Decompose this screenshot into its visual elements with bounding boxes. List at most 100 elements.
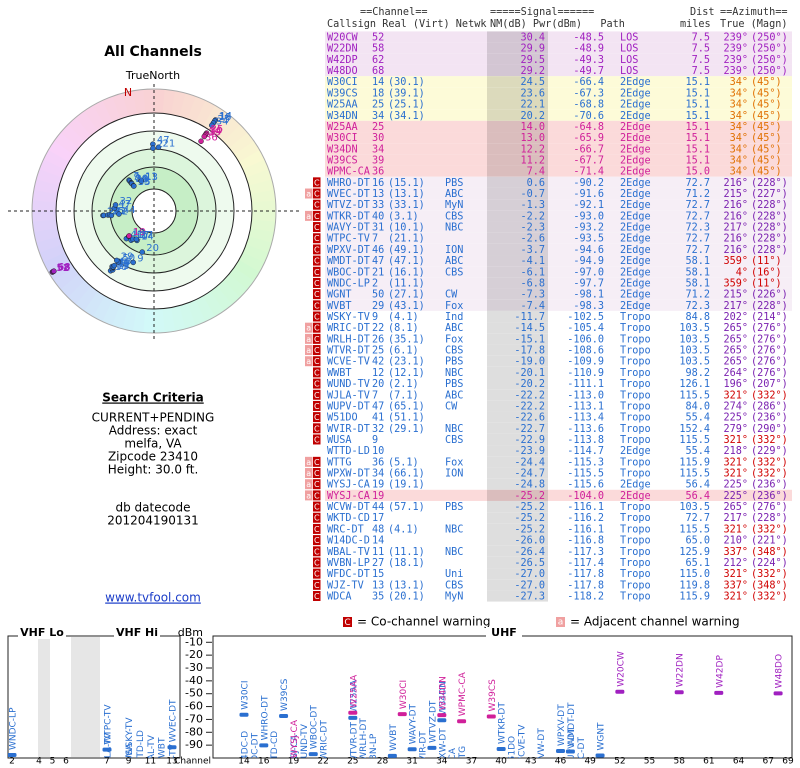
nm-cell-bg [487,299,548,311]
north-label: TrueNorth [125,69,180,82]
cell-callsign: WVBT [327,301,352,312]
cell-pwr: -102.5 [567,312,604,323]
cell-path: 2Edge [620,301,651,312]
cell-pwr: -67.3 [573,88,604,99]
cell-callsign: WGNT [327,290,352,301]
cell-callsign: WUPV-DT [327,401,370,412]
station-label: WUND-TV [300,723,310,767]
station-label: WBOC-DT [310,705,320,749]
row-bg [325,534,792,546]
station-label: WRC-DT [577,737,587,768]
station-label: W25AA [349,674,359,708]
cell-magn: (45°) [751,155,782,166]
cell-nm: -22.7 [514,424,545,435]
warning-box [313,266,321,277]
cell-nm: -27.0 [514,569,545,580]
nm-cell-bg [487,579,548,591]
cell-nm: 30.4 [520,33,545,44]
station-mark [397,712,407,717]
cell-pwr: -113.6 [567,424,604,435]
nm-cell-bg [487,500,548,513]
warning-box [305,210,313,221]
row-bg [325,266,792,278]
cell-real: 50 [372,290,384,301]
cell-virt: (47.1) [388,256,425,267]
cell-path: 2Edge [620,155,651,166]
cell-az: 321° [723,390,748,401]
x-tick-label: 52 [614,757,625,767]
row-bg [325,98,792,110]
nm-cell-bg [487,109,548,121]
warning-box [313,188,321,199]
cell-path: Tropo [620,513,651,524]
site-link[interactable]: www.tvfool.com [105,591,201,605]
cell-nm: -24.8 [514,480,545,491]
cell-az: 216° [723,200,748,211]
cell-magn: (332°) [751,469,788,480]
cell-path: Tropo [620,524,651,535]
polar-label: 22 [107,206,120,217]
cell-netwk: CBS [445,580,463,591]
cell-dist: 15.1 [685,100,710,111]
warning-box [313,423,321,434]
warning-box [305,188,313,199]
nm-cell-bg [487,478,548,490]
cell-callsign: WPMC-CA [327,167,370,178]
warning-box [313,456,321,467]
cell-nm: -23.9 [514,446,545,457]
station-label: WYSJ-CA [290,734,300,768]
station-label: WRIC-DT [320,720,330,760]
cell-az: 34° [730,77,748,88]
cell-pwr: -115.6 [567,480,604,491]
cell-nm: -6.8 [520,278,545,289]
cell-callsign: WFDC-DT [327,569,370,580]
cell-path: 2Edge [620,446,651,457]
cell-path: 2Edge [620,267,651,278]
warning-mark: C [314,503,320,512]
warning-mark: a [306,469,311,478]
cell-real: 46 [372,245,384,256]
row-bg [325,277,792,289]
cell-callsign: W14DC-D [327,536,370,547]
nm-cell-bg [487,344,548,356]
polar-label: 14 [219,111,232,122]
cell-magn: (332°) [751,569,788,580]
row-bg [325,176,792,188]
criteria-line: Height: 30.0 ft. [108,463,199,477]
y-tick-label: -60 [185,700,203,713]
polar-label: 20 [146,243,159,254]
row-bg [325,556,792,569]
cell-dist: 84.8 [685,312,710,323]
polar-point [108,212,115,219]
cell-pwr: -106.0 [567,334,604,345]
station-mark [437,718,447,723]
cell-nm: -1.3 [520,200,545,211]
cell-path: Tropo [620,323,651,334]
row-bg [325,199,792,211]
cell-nm: -4.1 [520,256,545,267]
cell-az: 217° [723,301,748,312]
cell-nm: -7.4 [520,301,545,312]
cell-pwr: -98.1 [573,290,604,301]
cell-az: 217° [723,513,748,524]
cell-dist: 103.5 [679,334,710,345]
warning-mark: a [306,190,311,199]
cell-magn: (332°) [751,592,788,603]
warning-mark: a [306,491,311,500]
cell-dist: 55.4 [685,413,710,424]
cell-dist: 65.1 [685,558,710,569]
x-tick-label: 34 [436,757,448,767]
row-bg [325,333,792,345]
cell-netwk: NBC [445,223,463,234]
cell-magn: (276°) [751,502,788,513]
x-tick-label: 19 [288,757,300,767]
row-bg [325,120,792,133]
cell-az: 202° [723,312,748,323]
polar-label: 26 [108,206,121,217]
nm-cell-bg [487,76,548,88]
datecode: 201204190131 [107,514,199,528]
cell-nm: -3.7 [520,245,545,256]
cell-path: 2Edge [620,88,651,99]
cell-path: Tropo [620,580,651,591]
x-tick-label: 43 [525,757,536,767]
